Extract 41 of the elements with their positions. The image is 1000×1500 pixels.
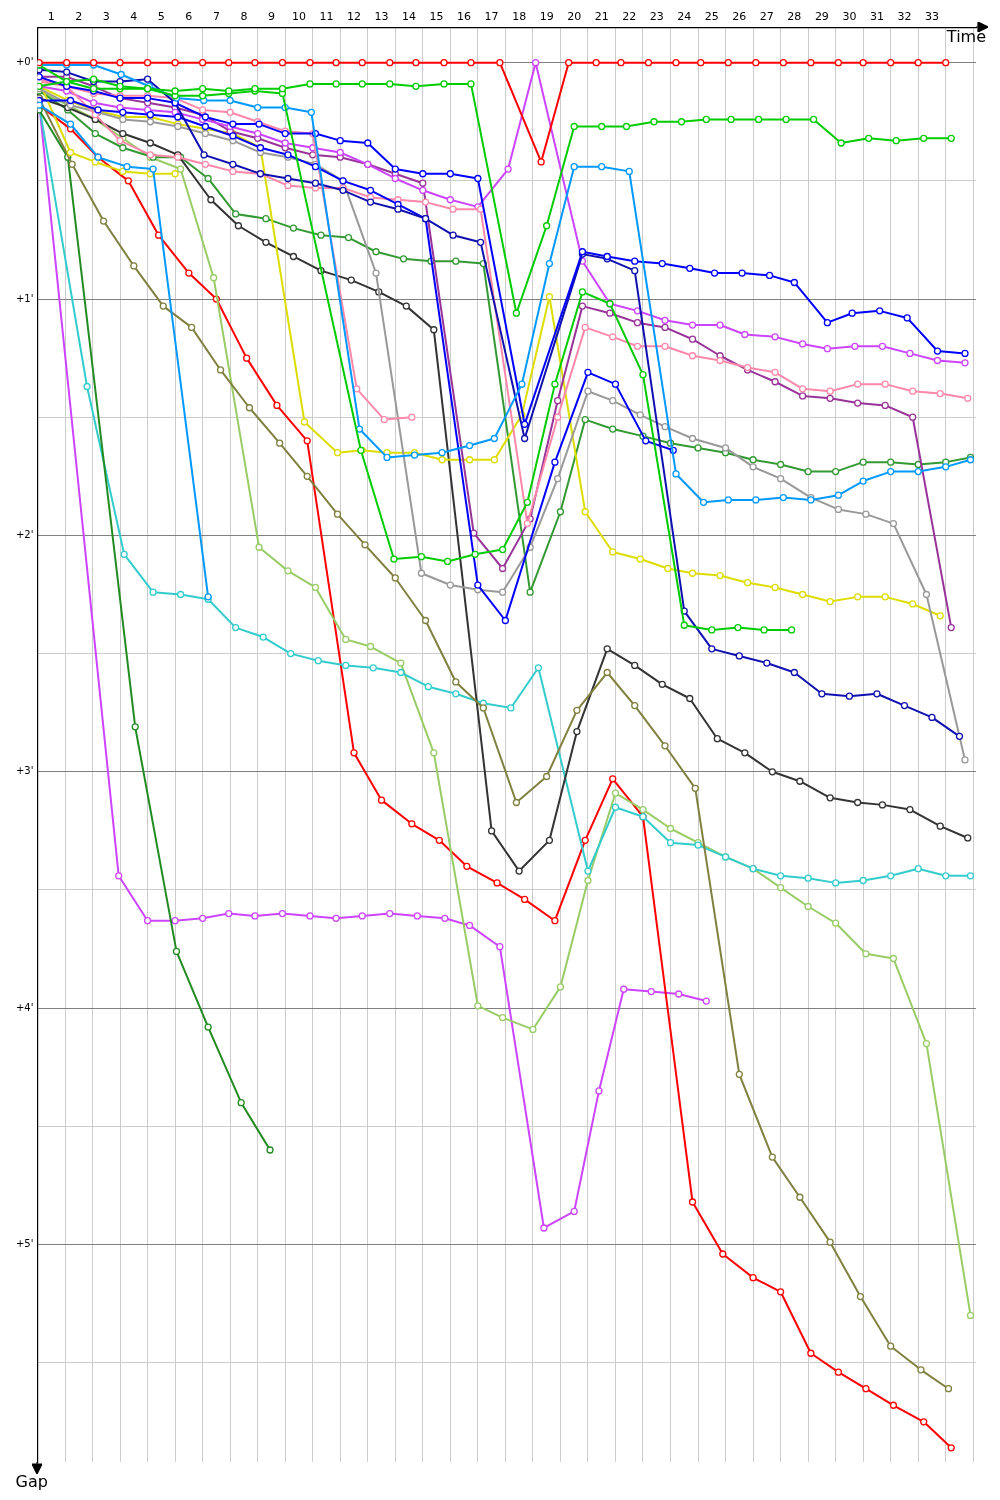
x-tick-label: 8	[240, 10, 248, 24]
x-tick-label: 32	[897, 10, 912, 24]
y-tick-label: +4'	[15, 1001, 34, 1013]
x-tick-label: 6	[185, 10, 193, 24]
x-tick-label: 19	[539, 10, 554, 24]
x-tick-label: 27	[759, 10, 774, 24]
x-tick-label: 31	[869, 10, 884, 24]
x-tick-label: 11	[319, 10, 334, 24]
y-axis-title: Gap	[15, 1472, 48, 1492]
x-tick-label: 15	[429, 10, 444, 24]
x-tick-label: 21	[594, 10, 609, 24]
x-tick-label: 14	[402, 10, 417, 24]
x-tick-label: 33	[924, 10, 939, 24]
x-tick-label: 30	[842, 10, 857, 24]
x-tick-label: 9	[267, 10, 275, 24]
y-tick-label: +0'	[15, 56, 34, 68]
x-tick-label: 5	[157, 10, 165, 24]
x-tick-label: 7	[212, 10, 220, 24]
x-tick-label: 2	[75, 10, 83, 24]
y-tick-label: +3'	[15, 765, 34, 777]
x-tick-label: 4	[130, 10, 138, 24]
x-tick-label: 24	[677, 10, 692, 24]
x-tick-label: 26	[732, 10, 747, 24]
x-tick-label: 22	[622, 10, 637, 24]
x-tick-label: 16	[457, 10, 472, 24]
x-tick-label: 10	[291, 10, 306, 24]
x-tick-label: 18	[512, 10, 527, 24]
x-tick-label: 25	[704, 10, 719, 24]
x-tick-label: 12	[347, 10, 361, 24]
x-tick-label: 3	[102, 10, 110, 24]
x-tick-label: 20	[567, 10, 582, 24]
x-tick-label: 13	[374, 10, 389, 24]
x-tick-label: 17	[484, 10, 499, 24]
y-tick-label: +2'	[15, 529, 34, 540]
x-tick-label: 29	[814, 10, 829, 24]
x-axis-title: Time	[945, 27, 986, 47]
x-tick-label: 23	[649, 10, 664, 24]
x-tick-label: 28	[787, 10, 802, 24]
y-tick-label: +5'	[15, 1238, 34, 1250]
y-tick-label: +1'	[15, 292, 34, 304]
x-tick-label: 1	[47, 10, 55, 24]
